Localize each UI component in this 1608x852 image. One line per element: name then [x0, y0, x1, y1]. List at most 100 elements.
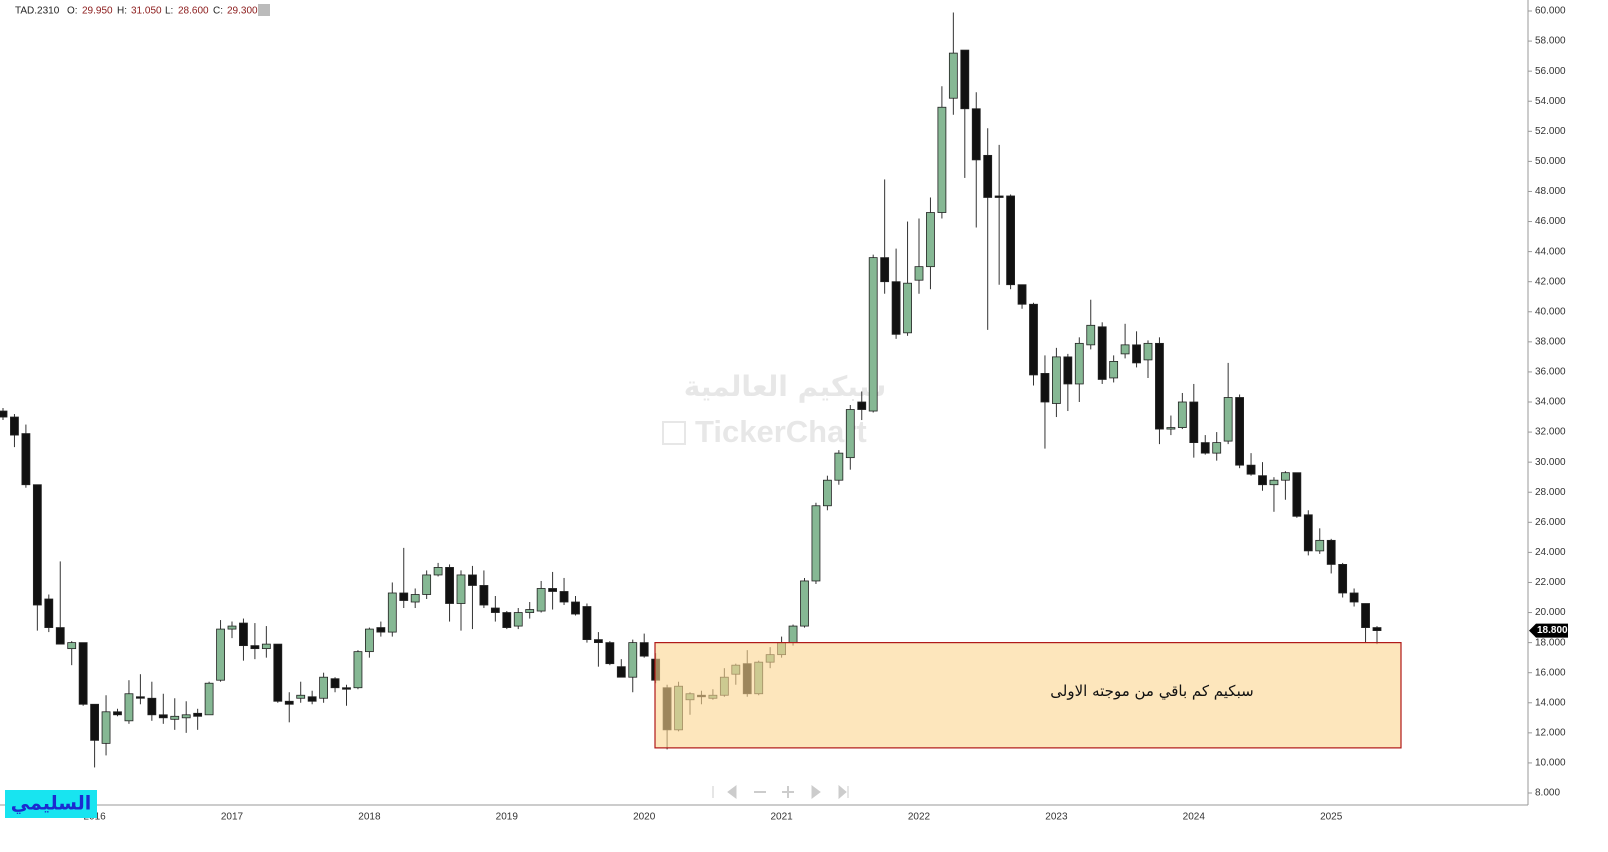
candle-body: [811, 505, 821, 582]
candle-body: [834, 452, 844, 481]
quote-key: H:: [117, 6, 127, 17]
candle-body: [296, 694, 306, 699]
candle-body: [10, 416, 19, 436]
last-price-label: 18.800: [1537, 625, 1568, 636]
candle-body: [193, 712, 203, 717]
candle-body: [410, 594, 420, 603]
y-tick-label: 44.000: [1535, 246, 1566, 257]
candle-body: [261, 643, 271, 650]
header-button[interactable]: [258, 4, 270, 16]
y-tick-label: 58.000: [1535, 36, 1566, 47]
candle-body: [124, 693, 134, 722]
candle-body: [1132, 344, 1141, 364]
candle-body: [399, 592, 409, 601]
candle-body: [456, 574, 466, 604]
y-tick-label: 52.000: [1535, 126, 1566, 137]
candle-body: [903, 282, 912, 334]
quote-value: 31.050: [131, 6, 162, 17]
logo: السليمي: [11, 793, 91, 815]
y-tick-label: 12.000: [1535, 727, 1566, 738]
candle-body: [536, 588, 546, 612]
candle-body: [983, 154, 993, 198]
quote-value: 29.300: [227, 6, 258, 17]
last-price-tag: [1529, 623, 1568, 638]
y-tick-label: 56.000: [1535, 66, 1566, 77]
candle-body: [582, 606, 592, 641]
candle-body: [32, 484, 42, 606]
candle-body: [422, 574, 432, 595]
logo-bg: [5, 790, 97, 818]
candle-body: [1246, 464, 1256, 475]
watermark: سبكيم العالمية TickerChart: [662, 370, 886, 449]
y-tick-label: 40.000: [1535, 306, 1566, 317]
candle-body: [1303, 514, 1313, 552]
candle-body: [307, 696, 317, 702]
nav-end[interactable]: [838, 784, 849, 800]
quote-key: C:: [213, 6, 223, 17]
candle-body: [1258, 475, 1267, 486]
quote-value: 28.600: [178, 6, 209, 17]
y-tick-label: 42.000: [1535, 276, 1566, 287]
candle-body: [914, 266, 924, 281]
watermark-icon: [662, 421, 686, 445]
candle-body: [0, 410, 8, 418]
candle-body: [1349, 592, 1359, 603]
candle-body: [113, 711, 122, 716]
nav-next[interactable]: [811, 785, 821, 799]
y-tick-label: 24.000: [1535, 547, 1566, 558]
candle-body: [250, 645, 260, 650]
y-tick-label: 46.000: [1535, 216, 1566, 227]
quote-key: L:: [165, 6, 173, 17]
candle-body: [502, 612, 512, 628]
nav-zoom-in[interactable]: [782, 786, 794, 798]
x-tick-label: 2023: [1045, 812, 1068, 823]
y-tick-label: 18.000: [1535, 637, 1566, 648]
y-tick-label: 20.000: [1535, 607, 1566, 618]
candle-body: [513, 612, 523, 627]
candle-body: [1372, 627, 1382, 631]
header: TAD.2310 O: 29.950 H: 31.050 L: 28.600 C…: [15, 4, 270, 17]
nav-controls: [712, 784, 849, 800]
candle-body: [548, 588, 557, 592]
y-tick-label: 8.000: [1535, 788, 1560, 799]
candle-body: [468, 574, 477, 586]
candle-body: [353, 651, 363, 689]
candle-body: [1315, 539, 1325, 552]
candle-body: [926, 212, 935, 268]
candle-body: [628, 642, 638, 678]
candle-body: [1338, 564, 1348, 594]
candle-body: [1326, 539, 1336, 565]
candle-body: [1155, 342, 1164, 430]
candle-body: [1143, 342, 1153, 361]
candle-body: [605, 642, 615, 665]
zone: [654, 642, 1402, 749]
candle-body: [1040, 373, 1050, 403]
candle-body: [1063, 356, 1073, 385]
candle-body: [216, 628, 225, 681]
candle-body: [1223, 397, 1233, 442]
candle-body: [525, 609, 535, 613]
candle-body: [204, 682, 214, 716]
candle-body: [1281, 472, 1290, 481]
y-tick-label: 16.000: [1535, 667, 1566, 678]
candle-body: [571, 601, 580, 615]
candle-body: [788, 625, 798, 644]
candle-body: [90, 703, 99, 741]
candle-body: [1097, 326, 1107, 380]
x-tick-label: 2021: [770, 812, 793, 823]
candle-body: [342, 687, 351, 690]
y-tick-label: 60.000: [1535, 6, 1566, 17]
watermark-text: TickerChart: [695, 414, 867, 449]
candle-body: [1109, 360, 1119, 379]
candle-body: [1361, 603, 1370, 628]
candle-body: [880, 257, 890, 283]
nav-prev[interactable]: [727, 785, 737, 799]
x-tick-label: 2022: [908, 812, 931, 823]
y-tick-label: 36.000: [1535, 367, 1566, 378]
candle-body: [1292, 472, 1302, 517]
y-tick-label: 30.000: [1535, 457, 1566, 468]
y-tick-label: 38.000: [1535, 336, 1566, 347]
candle-body: [960, 49, 970, 110]
candle-body: [445, 567, 454, 604]
